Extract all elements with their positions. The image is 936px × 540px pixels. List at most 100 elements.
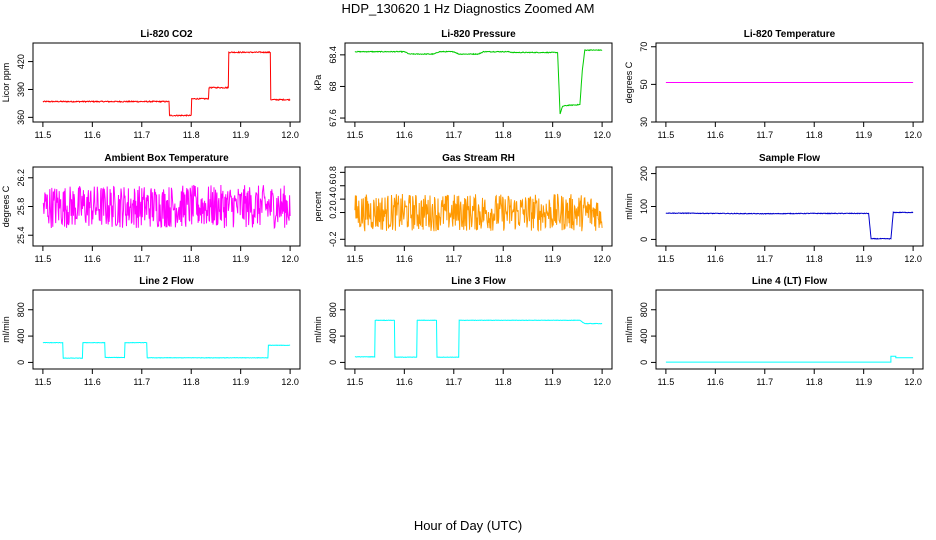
y-tick-label: 0.8: [328, 166, 338, 179]
y-tick-label: 400: [639, 329, 649, 344]
x-tick-label: 11.7: [756, 130, 773, 140]
y-tick-label: 800: [639, 302, 649, 317]
x-tick-label: 12.0: [281, 377, 299, 387]
x-tick-label: 11.5: [34, 377, 51, 387]
panel-4: Ambient Box Temperature degrees C 11.5 11.6…: [1, 153, 301, 264]
x-tick-label: 11.8: [183, 130, 200, 140]
x-tick-label: 11.8: [806, 130, 823, 140]
x-tick-label: 11.6: [396, 254, 413, 264]
plot-frame: [32, 42, 301, 123]
x-tick-label: 11.6: [84, 254, 101, 264]
series-line: [42, 184, 291, 230]
x-tick-label: 11.9: [232, 377, 249, 387]
x-tick-label: 11.8: [495, 377, 512, 387]
x-tick-label: 11.7: [756, 254, 773, 264]
panel-title: Line 4 (LT) Flow: [752, 276, 828, 287]
plot-frame: [344, 42, 613, 123]
series-line: [354, 319, 603, 358]
y-tick-label: 30: [639, 117, 649, 127]
y-tick-label: 0.4: [328, 193, 338, 206]
y-tick-label: 800: [16, 302, 26, 317]
x-tick-label: 11.8: [495, 130, 512, 140]
y-axis-label: Licor ppm: [1, 63, 11, 103]
panel-7: Line 2 Flow ml/min 11.5 11.6 11.7 11.8 11.9 12.…: [1, 276, 301, 387]
panel-title: Li-820 Temperature: [744, 29, 836, 40]
x-tick-label: 11.7: [756, 377, 773, 387]
x-tick-label: 11.9: [544, 254, 561, 264]
y-tick-label: 70: [639, 42, 649, 52]
y-tick-label: 68.4: [328, 46, 338, 64]
x-tick-label: 11.9: [544, 377, 561, 387]
panel-title: Li-820 Pressure: [441, 29, 516, 40]
x-tick-label: 12.0: [904, 254, 922, 264]
y-tick-label: 0.6: [328, 179, 338, 192]
y-axis-label: ml/min: [624, 316, 634, 343]
plot-frame: [655, 289, 924, 370]
y-axis-label: ml/min: [1, 316, 11, 343]
x-tick-label: 12.0: [904, 130, 922, 140]
x-tick-label: 11.5: [34, 254, 51, 264]
x-tick-label: 11.7: [445, 130, 462, 140]
series-line: [42, 50, 291, 117]
y-tick-label: 67.6: [328, 109, 338, 127]
y-tick-label: 0: [328, 360, 338, 365]
series-line: [354, 49, 603, 115]
y-axis-label: kPa: [313, 75, 323, 91]
x-tick-label: 12.0: [593, 377, 611, 387]
x-tick-label: 12.0: [904, 377, 922, 387]
x-tick-label: 11.9: [855, 254, 872, 264]
x-tick-label: 11.7: [445, 377, 462, 387]
panel-8: Line 3 Flow ml/min 11.5 11.6 11.7 11.8 11.9 12.…: [313, 276, 613, 387]
y-tick-label: 390: [16, 82, 26, 97]
x-axis-caption: Hour of Day (UTC): [413, 518, 523, 533]
plot-frame: [344, 289, 613, 370]
panel-1: Li-820 CO2 Licor ppm 11.5 11.6 11.7 11.8 11.9 1…: [1, 29, 301, 140]
panel-9: Line 4 (LT) Flow ml/min 11.5 11.6 11.7 11.8 11…: [624, 276, 924, 387]
x-tick-label: 11.5: [34, 130, 51, 140]
y-tick-label: 420: [16, 54, 26, 69]
x-tick-label: 11.7: [133, 130, 150, 140]
plot-frame: [32, 289, 301, 370]
plot-frame: [344, 166, 613, 247]
x-tick-label: 11.6: [707, 130, 724, 140]
y-tick-label: 26.2: [16, 169, 26, 187]
series-line: [354, 193, 603, 232]
x-tick-label: 11.7: [445, 254, 462, 264]
figure-title: HDP_130620 1 Hz Diagnostics Zoomed AM: [341, 1, 595, 16]
series-line: [665, 211, 914, 240]
panel-3: Li-820 Temperature degrees C 11.5 11.6 11.7 1…: [624, 29, 924, 140]
series-line: [665, 355, 914, 363]
x-tick-label: 11.5: [346, 254, 363, 264]
x-tick-label: 11.5: [346, 377, 363, 387]
x-tick-label: 11.9: [855, 130, 872, 140]
y-tick-label: 0.2: [328, 206, 338, 219]
y-tick-label: 0: [16, 360, 26, 365]
x-tick-label: 11.6: [396, 377, 413, 387]
panel-title: Sample Flow: [759, 153, 820, 164]
y-tick-label: 25.4: [16, 226, 26, 244]
panel-title: Line 2 Flow: [139, 276, 194, 287]
x-tick-label: 11.9: [232, 130, 249, 140]
x-tick-label: 11.5: [657, 377, 674, 387]
x-tick-label: 11.9: [232, 254, 249, 264]
x-tick-label: 11.9: [855, 377, 872, 387]
x-tick-label: 12.0: [593, 130, 611, 140]
y-tick-label: 0: [639, 360, 649, 365]
x-tick-label: 11.8: [806, 377, 823, 387]
y-tick-label: 25.8: [16, 198, 26, 216]
x-tick-label: 12.0: [593, 254, 611, 264]
x-tick-label: 12.0: [281, 254, 299, 264]
y-tick-label: 68: [328, 81, 338, 91]
y-axis-label: degrees C: [1, 185, 11, 227]
x-tick-label: 11.8: [806, 254, 823, 264]
x-tick-label: 11.6: [84, 130, 101, 140]
y-tick-label: 800: [328, 302, 338, 317]
y-axis-label: ml/min: [624, 193, 634, 220]
y-tick-label: 400: [328, 329, 338, 344]
panel-title: Gas Stream RH: [442, 153, 515, 164]
y-axis-label: ml/min: [313, 316, 323, 343]
x-tick-label: 11.7: [133, 254, 150, 264]
x-tick-label: 12.0: [281, 130, 299, 140]
panel-6: Sample Flow ml/min 11.5 11.6 11.7 11.8 11.9 12.…: [624, 153, 924, 264]
